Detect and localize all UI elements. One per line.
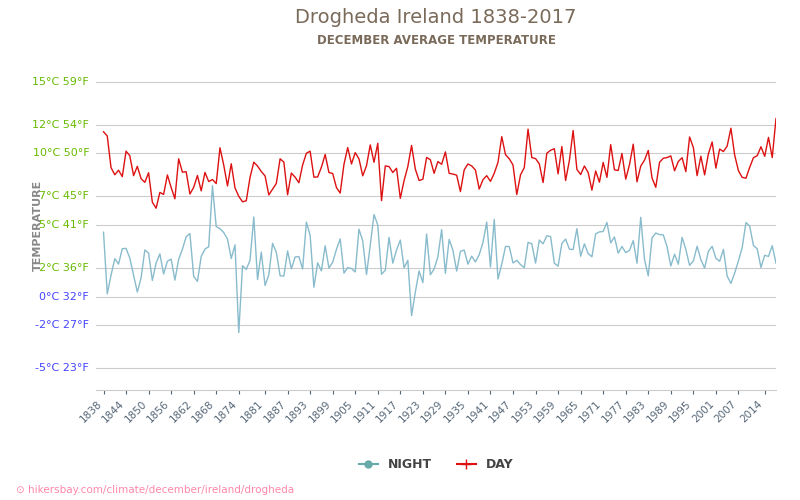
- Text: 7°C 45°F: 7°C 45°F: [39, 192, 90, 202]
- Legend: NIGHT, DAY: NIGHT, DAY: [354, 453, 518, 476]
- Text: 0°C 32°F: 0°C 32°F: [39, 292, 90, 302]
- Text: TEMPERATURE: TEMPERATURE: [33, 180, 43, 270]
- Text: DECEMBER AVERAGE TEMPERATURE: DECEMBER AVERAGE TEMPERATURE: [317, 34, 555, 47]
- Text: 12°C 54°F: 12°C 54°F: [32, 120, 90, 130]
- Text: 2°C 36°F: 2°C 36°F: [39, 263, 90, 273]
- Text: 10°C 50°F: 10°C 50°F: [33, 148, 90, 158]
- Text: 5°C 41°F: 5°C 41°F: [39, 220, 90, 230]
- Text: -2°C 27°F: -2°C 27°F: [35, 320, 90, 330]
- Text: ⊙ hikersbay.com/climate/december/ireland/drogheda: ⊙ hikersbay.com/climate/december/ireland…: [16, 485, 294, 495]
- Text: 15°C 59°F: 15°C 59°F: [33, 76, 90, 86]
- Text: Drogheda Ireland 1838-2017: Drogheda Ireland 1838-2017: [295, 8, 577, 27]
- Text: -5°C 23°F: -5°C 23°F: [35, 364, 90, 374]
